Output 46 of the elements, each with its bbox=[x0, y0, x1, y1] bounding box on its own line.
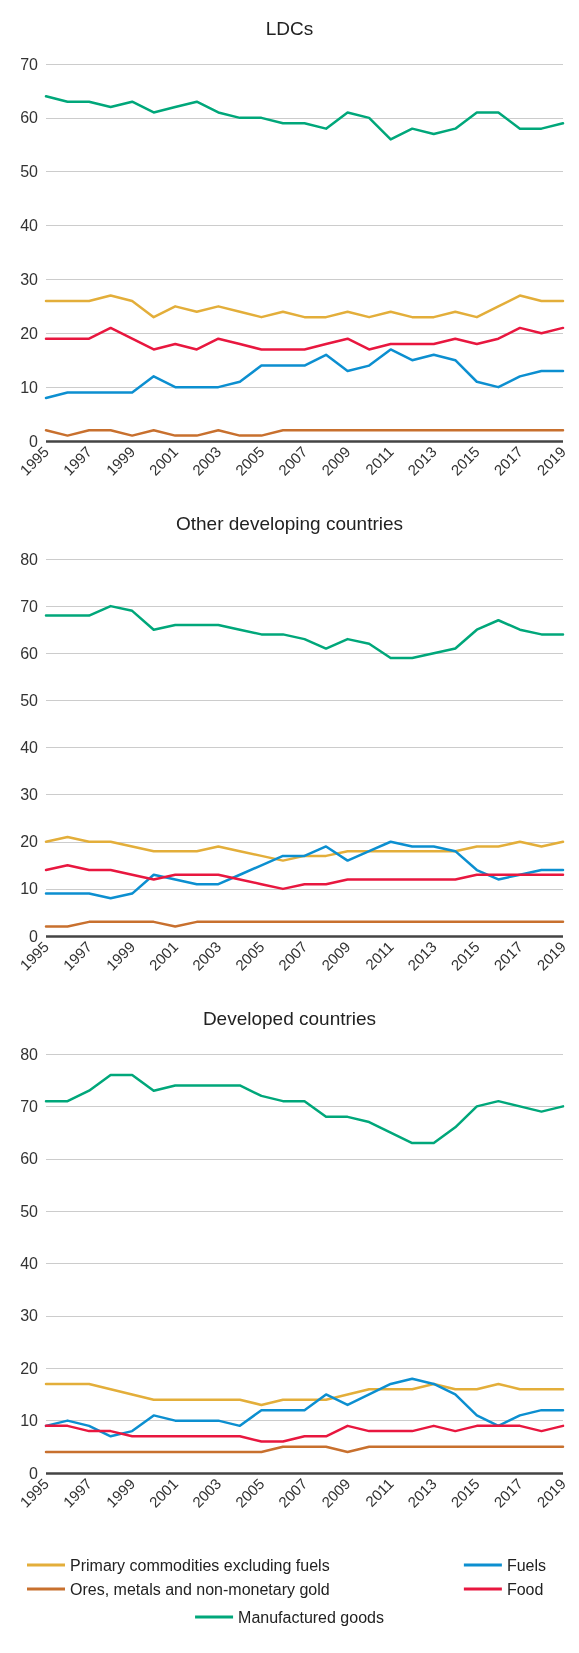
y-tick-label: 20 bbox=[20, 833, 39, 851]
line-series bbox=[44, 604, 565, 660]
line-series bbox=[44, 348, 565, 400]
legend-label: Fuels bbox=[506, 1556, 546, 1574]
y-tick-label: 40 bbox=[20, 217, 39, 235]
y-tick-label: 0 bbox=[29, 927, 39, 945]
y-tick-label: 50 bbox=[20, 163, 39, 181]
legend-label: Ores, metals and non-monetary gold bbox=[70, 1580, 330, 1598]
line-series bbox=[44, 1073, 565, 1145]
y-tick-label: 70 bbox=[20, 55, 39, 73]
legend-label: Manufactured goods bbox=[238, 1608, 384, 1626]
y-tick-label: 0 bbox=[29, 1464, 39, 1482]
y-tick-label: 60 bbox=[20, 109, 39, 127]
y-tick-label: 40 bbox=[20, 1255, 39, 1272]
line-series bbox=[44, 1377, 565, 1438]
y-tick-label: 50 bbox=[20, 691, 39, 709]
y-tick-label: 80 bbox=[20, 550, 39, 568]
chart-title: LDCs bbox=[265, 18, 314, 39]
y-tick-label: 0 bbox=[29, 432, 39, 450]
y-tick-label: 30 bbox=[20, 270, 39, 288]
line-series bbox=[44, 864, 565, 891]
line-series bbox=[44, 1382, 565, 1407]
line-series bbox=[44, 835, 565, 862]
line-series bbox=[44, 1424, 565, 1443]
legend-label: Primary commodities excluding fuels bbox=[70, 1556, 330, 1574]
chart-title: Other developing countries bbox=[175, 513, 404, 534]
y-tick-label: 30 bbox=[20, 1307, 39, 1325]
y-tick-label: 30 bbox=[20, 786, 39, 804]
y-tick-label: 70 bbox=[20, 1097, 39, 1115]
y-tick-label: 80 bbox=[20, 1045, 39, 1063]
y-tick-label: 20 bbox=[20, 324, 39, 342]
line-series bbox=[44, 326, 565, 351]
y-tick-label: 70 bbox=[20, 597, 39, 615]
y-tick-label: 10 bbox=[20, 1412, 39, 1430]
y-tick-label: 10 bbox=[20, 880, 39, 898]
y-tick-label: 60 bbox=[20, 644, 39, 662]
line-series bbox=[44, 840, 565, 900]
y-tick-label: 20 bbox=[20, 1359, 39, 1377]
y-tick-label: 60 bbox=[20, 1150, 39, 1168]
chart-title: Developed countries bbox=[202, 1008, 377, 1029]
y-tick-label: 10 bbox=[20, 378, 39, 396]
line-series bbox=[44, 294, 565, 319]
y-tick-label: 50 bbox=[20, 1202, 39, 1220]
line-series bbox=[44, 95, 565, 141]
legend-label: Food bbox=[506, 1580, 544, 1598]
y-tick-label: 40 bbox=[20, 739, 39, 756]
